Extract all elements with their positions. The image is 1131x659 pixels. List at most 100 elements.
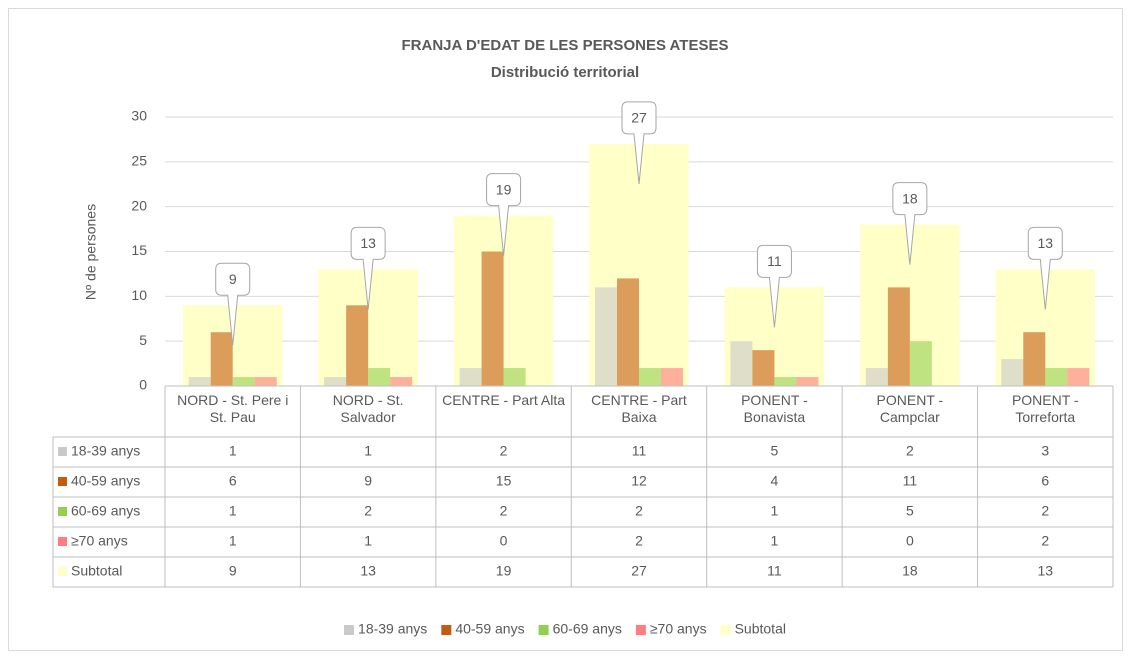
callout [486, 173, 522, 256]
table-cell: 6 [1041, 473, 1049, 489]
x-tick-label: NORD - St. Pere i St. Pau [177, 392, 289, 425]
bar [346, 305, 369, 386]
table-cell: 3 [1041, 443, 1049, 459]
bar [1045, 368, 1068, 386]
callout [621, 101, 657, 184]
callout [1027, 226, 1063, 310]
x-tick-label: PONENT - Bonavista [741, 392, 808, 425]
bar [909, 341, 932, 386]
table-legend-key [58, 447, 67, 456]
bar [324, 377, 347, 386]
table-cell: 13 [360, 563, 376, 579]
callout [892, 182, 928, 265]
table-legend-key [58, 537, 67, 546]
x-tick-label: PONENT - Campclar [876, 392, 944, 425]
y-tick-label: 20 [131, 197, 147, 213]
bar [595, 287, 617, 386]
bar [503, 368, 526, 386]
legend-label: 40-59 anys [455, 621, 524, 637]
legend-key [344, 625, 355, 635]
table-cell: 12 [631, 473, 647, 489]
table-cell: 11 [903, 473, 918, 489]
legend-key [720, 625, 731, 635]
table-cell: 2 [500, 503, 508, 519]
callout [756, 244, 792, 328]
legend-label: ≥70 anys [650, 621, 707, 637]
table-cell: 15 [496, 473, 512, 489]
legend-label: 60-69 anys [553, 621, 622, 637]
table-row-header: 18-39 anys [71, 443, 140, 459]
callout [215, 262, 251, 346]
table-cell: 0 [906, 533, 914, 549]
table-legend-key [58, 567, 67, 576]
table-cell: 13 [1037, 563, 1053, 579]
table-legend-key [58, 477, 67, 486]
table-cell: 18 [902, 563, 918, 579]
bar [210, 332, 233, 386]
bar [865, 368, 888, 386]
y-tick-label: 25 [131, 153, 147, 169]
table-row-header: 60-69 anys [71, 503, 140, 519]
bar [232, 377, 255, 386]
table-cell: 11 [767, 563, 782, 579]
data-label: 13 [360, 235, 376, 251]
table-row-header: Subtotal [71, 563, 122, 579]
table-cell: 2 [635, 533, 643, 549]
x-tick-label-box: CENTRE - Part Baixa [591, 392, 687, 425]
table-cell: 5 [906, 503, 914, 519]
y-tick-label: 30 [131, 108, 147, 124]
legend-key [441, 625, 452, 635]
table-cell: 2 [500, 443, 508, 459]
table-cell: 1 [771, 503, 779, 519]
table-cell: 6 [229, 473, 237, 489]
table-row-header: 40-59 anys [71, 473, 140, 489]
callout [350, 226, 386, 310]
table-row-header: ≥70 anys [71, 533, 128, 549]
legend-key [635, 625, 646, 635]
x-tick-label-box: PONENT - Torreforta [1011, 392, 1079, 425]
x-tick-label: PONENT - Torreforta [1011, 392, 1079, 425]
bar [188, 377, 211, 386]
bar [617, 278, 639, 386]
table-cell: 1 [229, 533, 237, 549]
x-tick-label-box: NORD - St. Salvador [332, 392, 404, 425]
x-tick-label: CENTRE - Part Baixa [591, 392, 687, 425]
x-tick-label-box: NORD - St. Pere i St. Pau [177, 392, 289, 425]
y-tick-label: 5 [139, 332, 147, 348]
table-cell: 2 [1041, 503, 1049, 519]
bar [796, 377, 819, 386]
legend-label: 18-39 anys [358, 621, 427, 637]
table-legend-key [58, 507, 67, 516]
table-cell: 2 [364, 503, 372, 519]
bar [887, 287, 910, 386]
chart-title: FRANJA D'EDAT DE LES PERSONES ATESES [402, 37, 729, 54]
bar [661, 368, 683, 386]
bar [1023, 332, 1046, 386]
bar [254, 377, 277, 386]
bar [639, 368, 661, 386]
bar [390, 377, 413, 386]
table-cell: 9 [229, 563, 237, 579]
bar [481, 251, 504, 386]
table-cell: 1 [229, 503, 237, 519]
y-tick-label: 0 [139, 377, 147, 393]
legend-label: Subtotal [735, 621, 786, 637]
data-label: 18 [902, 190, 918, 206]
y-tick-label: 10 [131, 287, 147, 303]
bar [1067, 368, 1090, 386]
x-tick-label: CENTRE - Part Alta [442, 392, 566, 408]
table-cell: 9 [364, 473, 372, 489]
y-tick-label: 15 [131, 242, 147, 258]
x-tick-label: NORD - St. Salvador [332, 392, 404, 425]
bar [752, 350, 775, 386]
table-cell: 4 [771, 473, 779, 489]
table-cell: 5 [771, 443, 779, 459]
table-cell: 1 [229, 443, 237, 459]
table-cell: 1 [364, 443, 372, 459]
y-axis-title: Nº de persones [83, 204, 99, 300]
table-cell: 2 [635, 503, 643, 519]
chart-subtitle: Distribució territorial [491, 64, 639, 81]
bar [730, 341, 753, 386]
bar [774, 377, 797, 386]
